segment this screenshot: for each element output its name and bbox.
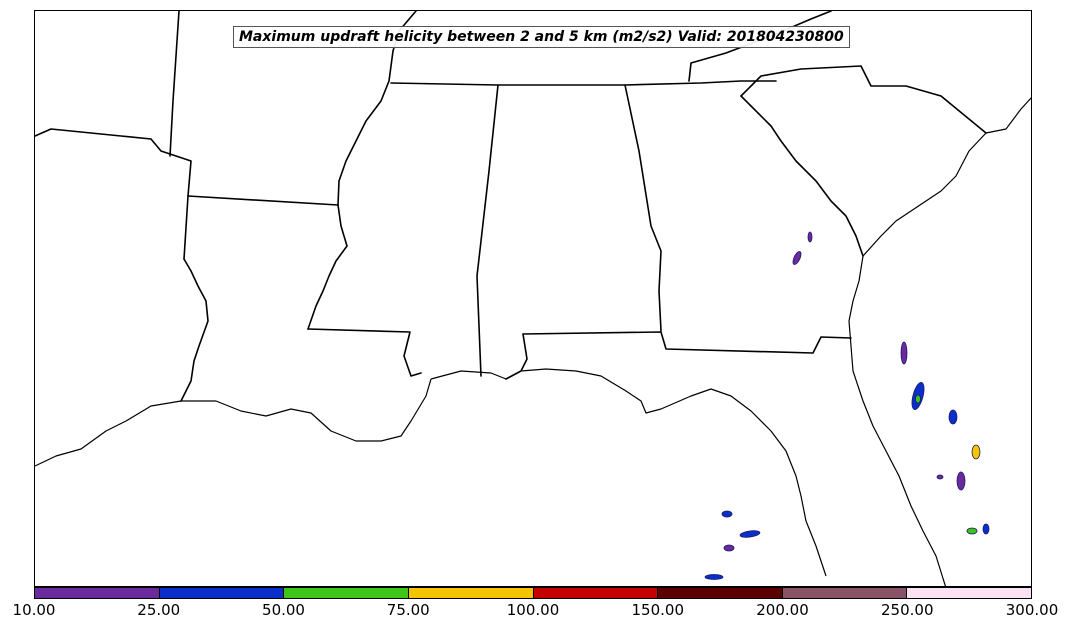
colorbar-labels: 10.00 25.00 50.00 75.00 100.00 150.00 200.00 25… (0, 600, 1070, 630)
colorbar-tick-label: 100.00 (506, 601, 560, 619)
state-border-louisiana-mississippi (307, 328, 422, 377)
colorbar-tick-label: 75.00 (386, 601, 430, 619)
coastline-texas (35, 378, 432, 467)
state-border-alabama-florida (522, 331, 852, 354)
colorbar-tick-label: 25.00 (137, 601, 181, 619)
river-border-mississippi (307, 11, 417, 330)
colorbar-tick-label: 150.00 (631, 601, 685, 619)
coastline-carolina (862, 97, 1031, 257)
colorbar-segment (533, 588, 659, 598)
helicity-swath (792, 251, 802, 265)
state-border-missouri-arkansas (169, 11, 180, 157)
colorbar-tick-label: 250.00 (881, 601, 934, 619)
state-border-tennessee (390, 80, 777, 86)
helicity-swath (966, 527, 978, 535)
state-border-oklahoma-texas (35, 128, 192, 260)
helicity-swaths (704, 231, 990, 580)
colorbar-segment (408, 588, 534, 598)
colorbar-segment (658, 588, 783, 598)
coastline-atlantic (848, 255, 947, 586)
colorbar-tick-label: 300.00 (1005, 601, 1059, 619)
helicity-swath (739, 530, 761, 538)
helicity-swath (982, 523, 990, 535)
colorbar-tick-label: 10.00 (12, 601, 56, 619)
helicity-swath (936, 474, 944, 480)
helicity-swath (704, 574, 724, 580)
helicity-swath (948, 409, 958, 425)
map-panel: Maximum updraft helicity between 2 and 5… (34, 10, 1032, 587)
state-border-arkansas-south (187, 195, 339, 206)
colorbar-segment (35, 588, 160, 598)
colorbar-segment (782, 588, 908, 598)
map-title: Maximum updraft helicity between 2 and 5… (233, 26, 850, 48)
helicity-swath (807, 231, 813, 243)
map-canvas (35, 11, 1031, 586)
colorbar-tick-label: 200.00 (756, 601, 809, 619)
helicity-swath (721, 510, 733, 518)
helicity-swath (915, 394, 921, 404)
coastline-mississippi-alabama (430, 368, 827, 577)
state-border-mississippi-alabama (476, 84, 499, 377)
helicity-swath (956, 471, 966, 491)
state-border-sc-nc (740, 65, 987, 134)
state-border-alabama-florida-west (505, 333, 528, 380)
helicity-swath (723, 544, 735, 552)
colorbar-segment (907, 588, 1031, 598)
helicity-swath (971, 444, 981, 460)
colorbar-segment (159, 588, 285, 598)
state-border-alabama-georgia (624, 84, 662, 332)
state-border-georgia-south-carolina (740, 95, 864, 257)
colorbar-segment (284, 588, 409, 598)
helicity-swath (900, 341, 908, 365)
colorbar (34, 587, 1032, 599)
colorbar-tick-label: 50.00 (262, 601, 305, 619)
state-border-louisiana-texas (180, 258, 209, 402)
